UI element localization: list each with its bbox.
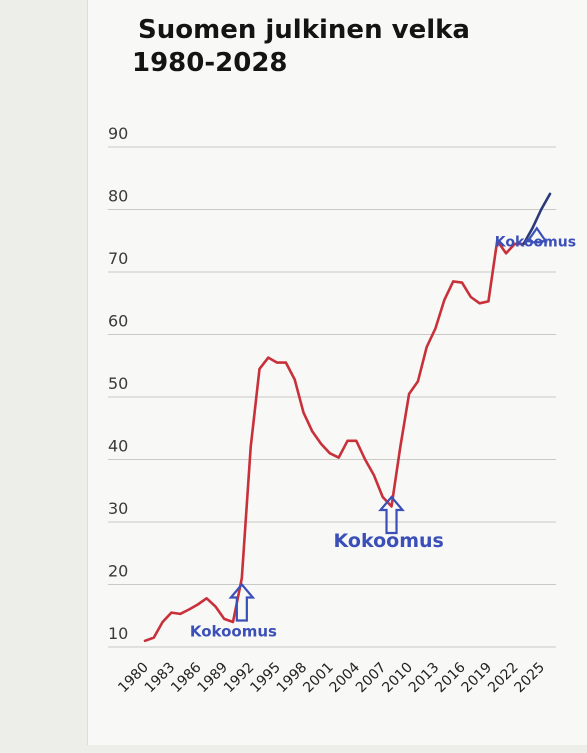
annotation-label: Kokoomus xyxy=(495,234,576,250)
y-tick-label: 20 xyxy=(108,562,128,581)
x-tick-label: 2025 xyxy=(512,660,549,697)
series-line-2 xyxy=(522,192,552,246)
annotation-label: Kokoomus xyxy=(334,530,444,552)
y-tick-label: 10 xyxy=(108,624,128,643)
y-tick-label: 50 xyxy=(108,374,128,393)
y-tick-label: 30 xyxy=(108,499,128,518)
y-tick-label: 40 xyxy=(108,437,128,456)
grid-lines xyxy=(108,146,556,648)
series-lines xyxy=(143,192,552,643)
chart-title: Suomen julkinen velka 1980-2028 xyxy=(132,15,470,78)
annotations: Kokoomus Kokoomus Kokoomus xyxy=(190,226,576,641)
series-line-1 xyxy=(143,239,525,643)
y-tick-label: 80 xyxy=(108,187,128,206)
y-axis-ticks: 10 20 30 40 50 60 70 80 90 xyxy=(108,124,128,643)
y-tick-label: 90 xyxy=(108,124,128,143)
y-tick-label: 70 xyxy=(108,249,128,268)
y-tick-label: 60 xyxy=(108,312,128,331)
arrow-up-icon xyxy=(378,495,405,535)
chart-card xyxy=(88,0,587,745)
arrow-up-icon xyxy=(228,582,256,622)
arrow-up-icon xyxy=(525,226,548,244)
x-axis-ticks: 1980198319861989199219951998200120042007… xyxy=(115,659,548,696)
annotation-label: Kokoomus xyxy=(190,623,277,641)
